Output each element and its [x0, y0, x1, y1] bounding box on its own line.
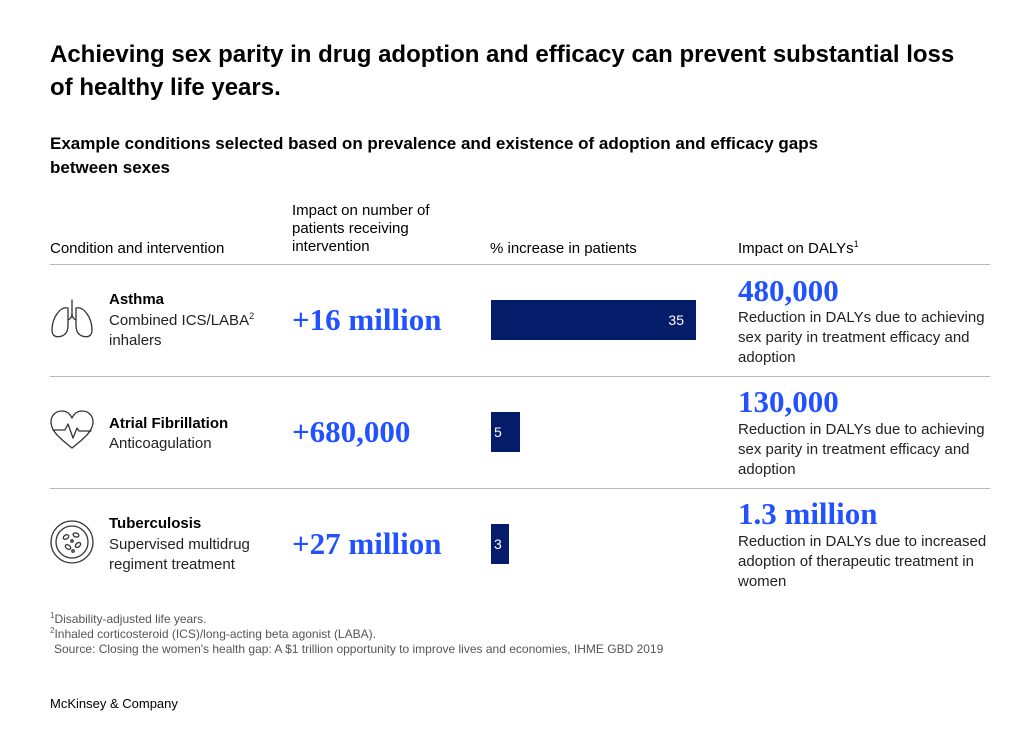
divider	[50, 264, 990, 265]
daly-description: Reduction in DALYs due to increased adop…	[738, 533, 987, 590]
daly-value: 1.3 million	[738, 496, 878, 531]
bar-label: 3	[494, 536, 502, 552]
daly-value: 480,000	[738, 273, 839, 308]
footnote-1: 1Disability-adjusted life years.	[50, 612, 663, 627]
bar-label: 35	[668, 312, 684, 328]
bar-label: 5	[494, 424, 502, 440]
table-row: Asthma Combined ICS/LABA2 inhalers +16 mi…	[0, 264, 1024, 376]
condition-name: Asthma	[109, 291, 165, 308]
footnote-marker: 2	[50, 626, 55, 635]
chart-title: Achieving sex parity in drug adoption an…	[50, 41, 955, 101]
patient-impact: +27 million	[292, 526, 442, 561]
divider	[50, 376, 990, 377]
divider	[50, 488, 990, 489]
bacteria-icon	[48, 518, 96, 566]
column-header-dalys: Impact on DALYs1	[738, 240, 859, 258]
condition-intervention: Combined ICS/LABA2 inhalers	[109, 311, 289, 351]
column-header-condition: Condition and intervention	[50, 240, 225, 257]
condition-intervention: Supervised multidrug regiment treatment	[109, 536, 250, 573]
column-header-increase: % increase in patients	[490, 240, 637, 257]
footnote-marker: 1	[50, 611, 55, 620]
condition-name: Atrial Fibrillation	[109, 415, 229, 432]
footnote-2: 2Inhaled corticosteroid (ICS)/long-actin…	[50, 627, 663, 642]
column-header-patients: Impact on number of patients receiving i…	[292, 202, 430, 255]
footnote-marker: 2	[249, 311, 255, 321]
table-row: Tuberculosis Supervised multidrug regime…	[0, 488, 1024, 600]
daly-description: Reduction in DALYs due to achieving sex …	[738, 309, 985, 366]
footnotes: 1Disability-adjusted life years. 2Inhale…	[50, 612, 663, 657]
bar-asthma: 35	[491, 300, 696, 340]
intervention-text: Combined ICS/LABA	[109, 312, 250, 329]
source-note: Source: Closing the women's health gap: …	[54, 642, 664, 656]
intervention-text-rest: inhalers	[109, 332, 162, 349]
lungs-icon	[48, 294, 96, 342]
table-row: Atrial Fibrillation Anticoagulation +680…	[0, 376, 1024, 488]
daly-description: Reduction in DALYs due to achieving sex …	[738, 421, 985, 478]
daly-value: 130,000	[738, 384, 839, 419]
footnote-text: Inhaled corticosteroid (ICS)/long-acting…	[54, 627, 376, 641]
heart-pulse-icon	[48, 406, 96, 454]
footnote-text: Disability-adjusted life years.	[54, 612, 207, 626]
chart-subtitle: Example conditions selected based on pre…	[50, 134, 819, 177]
brand-logo: McKinsey & Company	[50, 696, 178, 711]
condition-name: Tuberculosis	[109, 515, 202, 532]
patient-impact: +16 million	[292, 302, 442, 337]
condition-intervention: Anticoagulation	[109, 435, 212, 452]
column-header-dalys-label: Impact on DALYs	[738, 240, 854, 257]
bar-atrial-fibrillation: 5	[491, 412, 521, 452]
patient-impact: +680,000	[292, 414, 411, 449]
bar-tuberculosis: 3	[491, 524, 509, 564]
footnote-marker: 1	[853, 239, 859, 249]
